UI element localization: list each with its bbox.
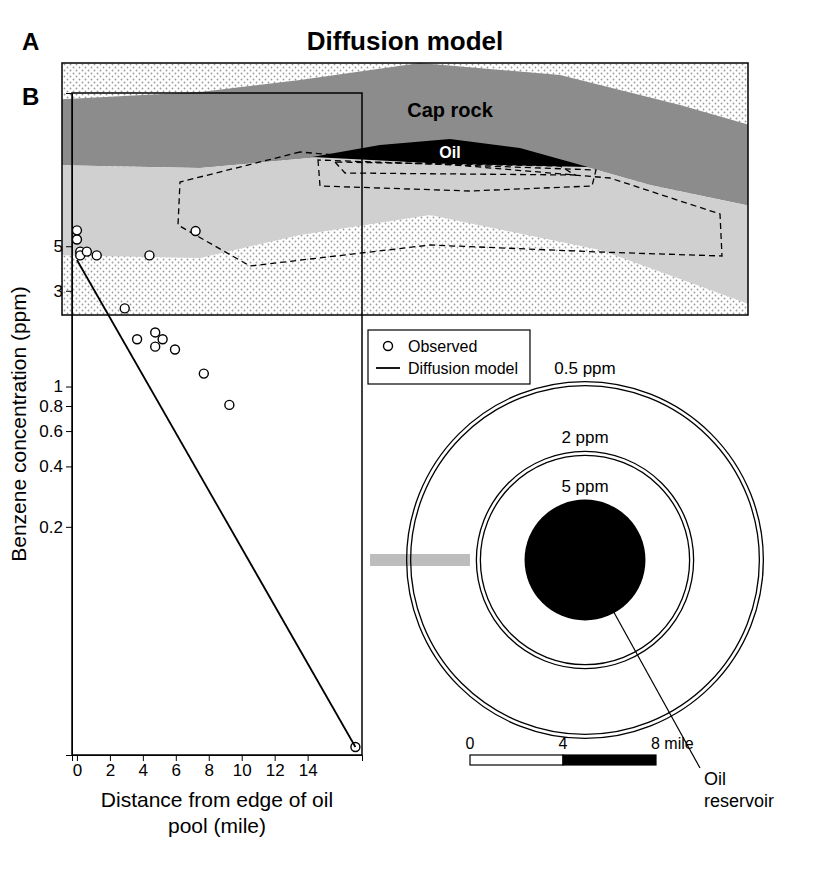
- observed-point: [82, 247, 91, 256]
- observed-point: [92, 251, 101, 260]
- observed-point: [151, 342, 160, 351]
- oil-label: Oil: [439, 144, 460, 161]
- x-tick: 4: [139, 755, 148, 780]
- cross-section: [62, 63, 748, 315]
- x-tick: 0: [73, 755, 82, 780]
- scale-bar-label: 0: [466, 735, 475, 752]
- y-tick-label: 0.2: [39, 518, 63, 537]
- y-tick-label: 0.4: [39, 457, 63, 476]
- y-tick-mark: [66, 291, 72, 292]
- observed-point: [133, 335, 142, 344]
- x-tick: 10: [233, 755, 252, 780]
- y-tick-mark: [66, 406, 72, 407]
- scale-bar-segment: [470, 755, 563, 765]
- observed-point: [225, 400, 234, 409]
- x-tick-label: 12: [266, 761, 285, 780]
- leader-line: [585, 560, 700, 768]
- y-tick-label: 1: [54, 377, 63, 396]
- observed-point: [145, 251, 154, 260]
- observed-point: [151, 328, 160, 337]
- legend-swatch: [384, 342, 393, 351]
- x-tick-label: 8: [205, 761, 214, 780]
- x-tick: 8: [205, 755, 214, 780]
- observed-point: [191, 227, 200, 236]
- y-tick-label: 0.6: [39, 422, 63, 441]
- y-tick: 5: [54, 237, 72, 256]
- y-tick: 0.2: [39, 518, 72, 537]
- cap-rock-label: Cap rock: [407, 99, 493, 121]
- x-tick: 14: [299, 755, 318, 780]
- panel-letter: A: [22, 28, 39, 55]
- y-tick-label: 3: [54, 282, 63, 301]
- y-axis-title: Benzene concentration (ppm): [7, 286, 30, 562]
- reservoir-rock: [62, 140, 748, 308]
- x-axis-line: [73, 756, 363, 762]
- observed-point: [170, 345, 179, 354]
- y-axis: 0.2 0.4 0.6 0.81 3 5: [39, 94, 72, 756]
- y-tick-mark: [66, 527, 72, 528]
- y-tick-mark: [66, 387, 72, 388]
- observed-point: [72, 235, 81, 244]
- panel-frame: [62, 63, 748, 315]
- plot-marks: [72, 226, 359, 752]
- y-tick: 0.6: [39, 422, 72, 441]
- legend-label: Observed: [408, 338, 477, 355]
- observed-point: [199, 369, 208, 378]
- x-tick-label: 2: [106, 761, 115, 780]
- x-tick-label: 10: [233, 761, 252, 780]
- scale-bar-label: 4: [559, 735, 568, 752]
- x-axis-title: Distance from edge of oilpool (mile): [101, 788, 333, 837]
- x-tick-label: 0: [73, 761, 82, 780]
- contour-label: 0.5 ppm: [554, 359, 615, 378]
- model-line: [77, 260, 355, 747]
- y-tick: 3: [54, 282, 72, 301]
- y-tick: 1: [54, 377, 72, 396]
- contour-label: 2 ppm: [561, 428, 608, 447]
- legend: Observed Diffusion model: [368, 330, 530, 384]
- y-tick-mark: [66, 466, 72, 467]
- x-axis: 0 2 4 6 8 10 12 14: [73, 755, 363, 780]
- plot-frame: [72, 93, 362, 755]
- oil-lens: [312, 139, 588, 167]
- x-tick: 2: [106, 755, 115, 780]
- observed-point: [72, 226, 81, 235]
- contour-label: 5 ppm: [561, 477, 608, 496]
- x-tick: 12: [266, 755, 285, 780]
- y-tick: 0.8: [39, 397, 72, 416]
- y-tick: 0.4: [39, 457, 72, 476]
- x-tick-label: 14: [299, 761, 318, 780]
- x-tick-label: 6: [172, 761, 181, 780]
- y-tick-label: 0.8: [39, 397, 63, 416]
- observed-point: [158, 335, 167, 344]
- connector-strip: [370, 554, 470, 566]
- panel-title: Diffusion model: [307, 26, 503, 56]
- panel-letter: B: [22, 83, 39, 110]
- y-tick-label: 5: [54, 237, 63, 256]
- x-tick-label: 4: [139, 761, 148, 780]
- legend-swatch: [376, 367, 400, 369]
- y-axis-line: [66, 94, 73, 756]
- legend-label: Diffusion model: [408, 360, 518, 377]
- scale-bar-label: 8 mile: [651, 735, 694, 752]
- x-tick: 6: [172, 755, 181, 780]
- scale-bar-segment: [563, 755, 656, 765]
- legend-box: [368, 330, 530, 384]
- observed-point: [120, 304, 129, 313]
- concentration-contour: [178, 152, 722, 266]
- reservoir-label: Oilreservoir: [704, 769, 774, 811]
- y-tick-mark: [66, 246, 72, 247]
- figure: ADiffusion modelCap rockOilB024681012140…: [0, 0, 831, 883]
- y-tick-mark: [66, 431, 72, 432]
